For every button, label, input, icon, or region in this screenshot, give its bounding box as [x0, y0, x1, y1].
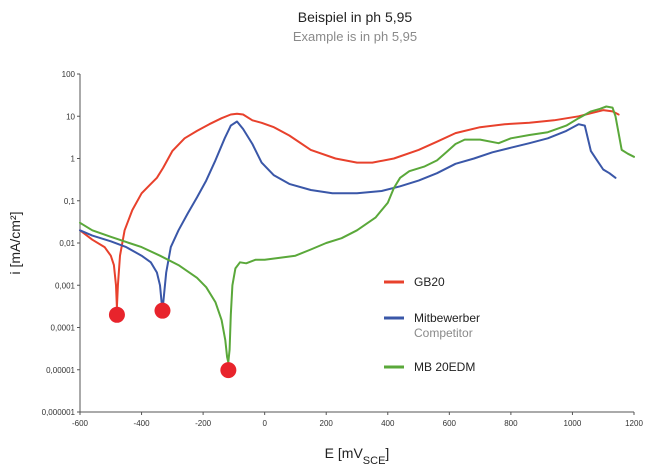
x-tick-label: 0 [262, 419, 267, 428]
x-tick-label: 1200 [625, 419, 643, 428]
x-tick-label: 200 [320, 419, 334, 428]
series-line-3 [79, 105, 635, 364]
corrosion-point-marker [154, 302, 171, 319]
x-axis-label: E [mVSCE] [325, 445, 390, 467]
x-tick-label: 400 [381, 419, 395, 428]
y-tick-label: 10 [66, 112, 75, 121]
corrosion-point-marker [108, 306, 125, 323]
corrosion-point-marker [220, 362, 237, 379]
x-tick-label: -400 [134, 419, 151, 428]
y-tick-label: 0,00001 [46, 366, 75, 375]
x-tick-label: -200 [195, 419, 212, 428]
y-tick-label: 0,1 [64, 197, 76, 206]
series-layer [79, 105, 635, 364]
y-axis-label: i [mA/cm²] [7, 212, 23, 275]
legend-sublabel-2: Competitor [414, 326, 473, 340]
legend-label-3: MB 20EDM [414, 360, 475, 374]
legend-label-1: GB20 [414, 275, 445, 289]
x-tick-label: -600 [72, 419, 89, 428]
series-line-1 [79, 109, 620, 309]
marker-layer [108, 302, 237, 379]
chart-subtitle: Example is in ph 5,95 [292, 29, 418, 44]
y-tick-label: 0,0001 [51, 324, 76, 333]
series-line-2 [79, 120, 617, 312]
y-tick-label: 100 [62, 70, 76, 79]
x-tick-label: 600 [443, 419, 457, 428]
legend-label-2: Mitbewerber [414, 311, 480, 325]
x-tick-label: 1000 [564, 419, 582, 428]
x-tick-label: 800 [504, 419, 518, 428]
y-tick-label: 0,001 [55, 281, 76, 290]
chart-title: Beispiel in ph 5,95 [297, 9, 413, 25]
y-tick-label: 0,000001 [42, 408, 76, 417]
y-tick-label: 0,01 [59, 239, 75, 248]
y-tick-label: 1 [71, 155, 76, 164]
chart-axes: -600 -400 -200 0 200 400 600 800 1000 1200 100 10 1 0… [42, 70, 644, 428]
